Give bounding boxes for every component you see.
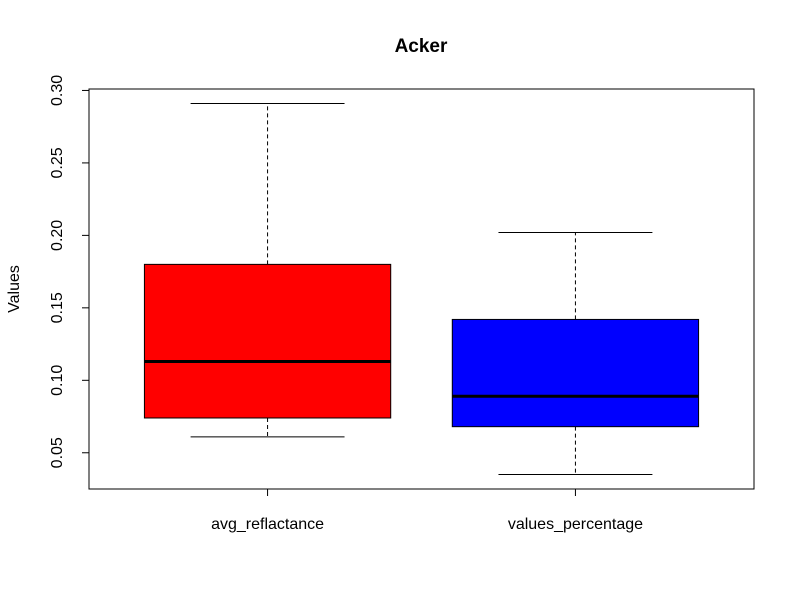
y-tick-label: 0.05 (49, 437, 66, 468)
y-tick-label: 0.20 (49, 220, 66, 251)
y-axis: 0.05 0.10 0.15 0.20 0.25 0.30 (49, 75, 90, 468)
iqr-box (451, 318, 700, 428)
y-tick-label: 0.25 (49, 147, 66, 178)
y-tick-label: 0.15 (49, 292, 66, 323)
box-values_percentage (451, 231, 700, 476)
x-axis: avg_reflactance values_percentage (211, 488, 643, 533)
x-tick-label: avg_reflactance (211, 516, 324, 533)
y-tick-label: 0.10 (49, 365, 66, 396)
boxes (143, 102, 700, 476)
iqr-box (143, 263, 392, 419)
chart-title: Acker (395, 36, 448, 57)
y-tick-label: 0.30 (49, 75, 66, 106)
y-axis-label: Values (6, 265, 23, 313)
box-avg_reflactance (143, 102, 392, 438)
x-tick-label: values_percentage (508, 516, 643, 533)
